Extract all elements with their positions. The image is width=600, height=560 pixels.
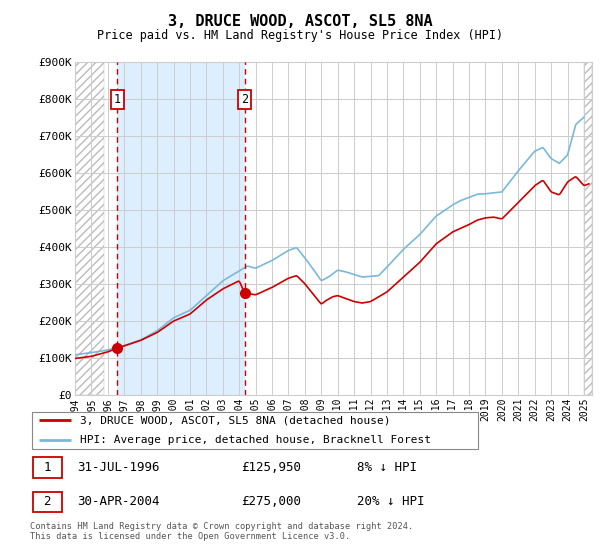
Bar [75, 62, 104, 395]
Text: Contains HM Land Registry data © Crown copyright and database right 2024.
This d: Contains HM Land Registry data © Crown c… [30, 522, 413, 542]
Text: 3, DRUCE WOOD, ASCOT, SL5 8NA: 3, DRUCE WOOD, ASCOT, SL5 8NA [167, 14, 433, 29]
Bar [584, 62, 592, 395]
Text: Price paid vs. HM Land Registry's House Price Index (HPI): Price paid vs. HM Land Registry's House … [97, 29, 503, 42]
Text: 20% ↓ HPI: 20% ↓ HPI [358, 496, 425, 508]
Text: 30-APR-2004: 30-APR-2004 [77, 496, 160, 508]
Text: 31-JUL-1996: 31-JUL-1996 [77, 461, 160, 474]
Text: £125,950: £125,950 [241, 461, 301, 474]
Text: HPI: Average price, detached house, Bracknell Forest: HPI: Average price, detached house, Brac… [79, 435, 431, 445]
FancyBboxPatch shape [32, 412, 478, 449]
FancyBboxPatch shape [32, 458, 62, 478]
Text: £275,000: £275,000 [241, 496, 301, 508]
Text: 1: 1 [43, 461, 51, 474]
Text: 2: 2 [241, 94, 248, 106]
Text: 2: 2 [43, 496, 51, 508]
FancyBboxPatch shape [32, 492, 62, 512]
Text: 8% ↓ HPI: 8% ↓ HPI [358, 461, 418, 474]
Text: 3, DRUCE WOOD, ASCOT, SL5 8NA (detached house): 3, DRUCE WOOD, ASCOT, SL5 8NA (detached … [79, 415, 390, 425]
Text: 1: 1 [114, 94, 121, 106]
Bar [118, 62, 245, 395]
